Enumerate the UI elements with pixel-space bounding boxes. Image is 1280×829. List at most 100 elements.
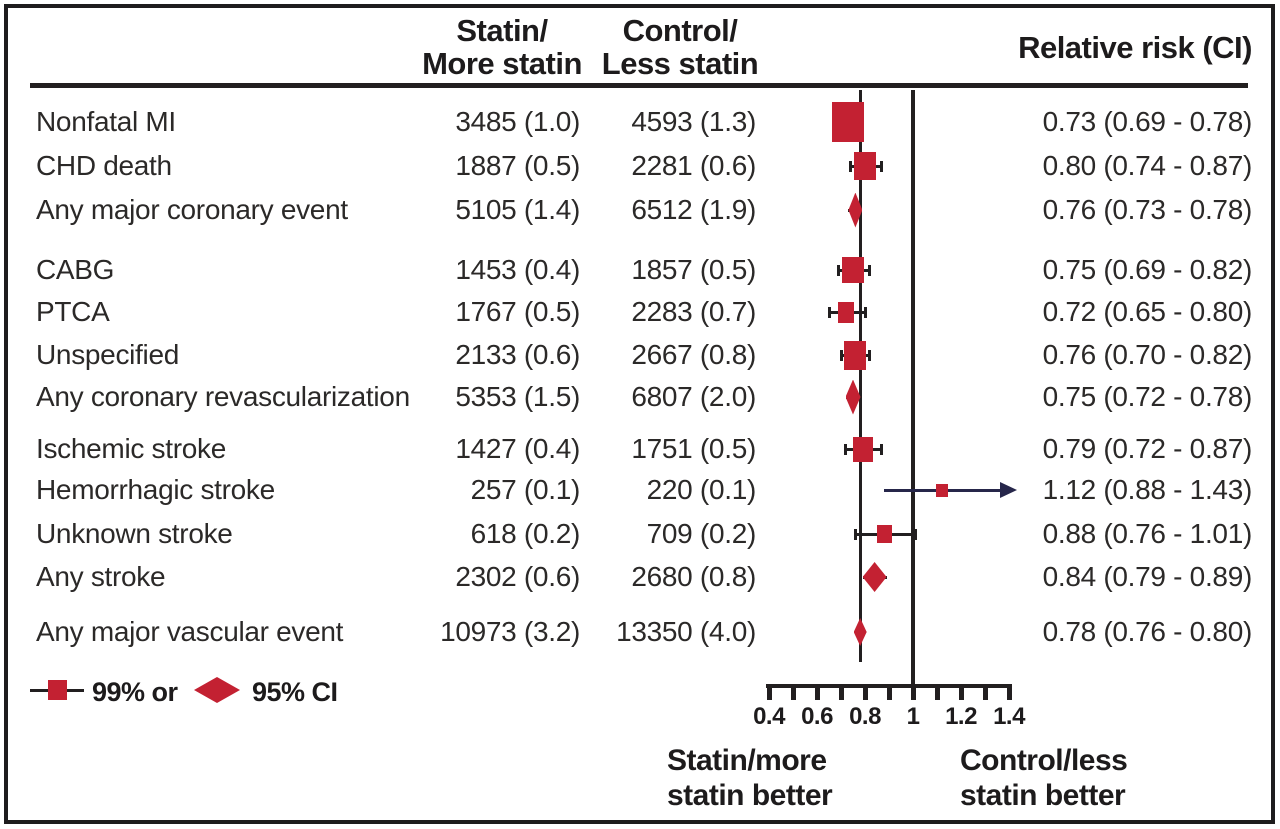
row-statin-value: 2302 (0.6) <box>455 561 580 592</box>
legend-diamond-label: 95% CI <box>252 677 338 707</box>
ci-cap-right <box>880 443 884 455</box>
row-control-value: 4593 (1.3) <box>631 106 756 137</box>
row-statin-value: 1887 (0.5) <box>455 150 580 181</box>
marker-square <box>876 525 892 543</box>
footer-right-label: Control/less statin better <box>960 743 1128 813</box>
axis-tick <box>862 687 868 700</box>
row-statin-value: 5105 (1.4) <box>455 194 580 225</box>
axis-tick-label: 0.4 <box>753 703 785 730</box>
row-statin-value: 618 (0.2) <box>470 518 581 549</box>
row-control-value: 220 (0.1) <box>646 474 757 505</box>
axis-tick <box>886 687 892 700</box>
ci-cap-right <box>880 160 884 172</box>
marker-diamond <box>853 618 867 646</box>
row-rr-value: 0.75 (0.69 - 0.82) <box>1042 254 1253 285</box>
row-statin-value: 5353 (1.5) <box>455 381 580 412</box>
ci-cap-right <box>863 306 867 318</box>
row-control-value: 13350 (4.0) <box>616 616 756 647</box>
axis-tick <box>910 687 916 700</box>
ci-cap-left <box>837 264 841 276</box>
row-rr-value: 0.72 (0.65 - 0.80) <box>1042 296 1253 327</box>
row-label: Nonfatal MI <box>36 106 176 137</box>
row-label: Any major coronary event <box>36 194 348 225</box>
row-control-value: 2667 (0.8) <box>631 339 756 370</box>
ci-cap-left <box>839 349 843 361</box>
row-label: Any coronary revascularization <box>36 381 410 412</box>
footer-right-line2: statin better <box>960 779 1126 812</box>
row-statin-value: 257 (0.1) <box>470 474 581 505</box>
row-label: CHD death <box>36 150 172 181</box>
header-rule <box>30 83 1248 88</box>
axis-tick <box>790 687 796 700</box>
axis-tick <box>838 687 844 700</box>
row-rr-value: 0.73 (0.69 - 0.78) <box>1042 106 1253 137</box>
column-header-control-line2: Less statin <box>601 46 759 81</box>
overall-effect-line <box>859 90 862 662</box>
marker-square <box>837 301 854 323</box>
legend-square-marker <box>48 680 67 700</box>
axis-tick-label: 1.2 <box>945 703 977 730</box>
x-axis-line <box>766 684 1012 688</box>
row-label: PTCA <box>36 296 110 327</box>
row-control-value: 6512 (1.9) <box>631 194 756 225</box>
row-rr-value: 0.88 (0.76 - 1.01) <box>1042 518 1253 549</box>
axis-tick <box>934 687 940 700</box>
column-header-statin-line1: Statin/ <box>456 13 548 48</box>
ci-cap-left <box>849 160 853 172</box>
axis-tick-label: 1 <box>906 703 920 730</box>
row-control-value: 1857 (0.5) <box>631 254 756 285</box>
column-header-relative-risk: Relative risk (CI) <box>1018 30 1252 65</box>
row-label: Any stroke <box>36 561 166 592</box>
axis-tick <box>766 687 772 700</box>
axis-tick-label: 0.6 <box>801 703 833 730</box>
marker-square <box>832 102 865 142</box>
footer-left-line1: Statin/more <box>667 744 827 777</box>
row-label: Unspecified <box>36 339 180 370</box>
ci-cap-left <box>844 443 848 455</box>
column-header-control-line1: Control/ <box>622 13 738 48</box>
ci-cap-right <box>868 264 872 276</box>
row-rr-value: 1.12 (0.88 - 1.43) <box>1042 474 1253 505</box>
marker-square <box>854 152 876 180</box>
marker-square <box>852 436 873 462</box>
ci-cap-left <box>853 528 857 540</box>
row-statin-value: 1767 (0.5) <box>455 296 580 327</box>
null-effect-line <box>911 90 915 688</box>
row-rr-value: 0.84 (0.79 - 0.89) <box>1042 561 1253 592</box>
row-rr-value: 0.75 (0.72 - 0.78) <box>1042 381 1253 412</box>
row-control-value: 2283 (0.7) <box>631 296 756 327</box>
row-label: CABG <box>36 254 115 285</box>
row-control-value: 709 (0.2) <box>646 518 757 549</box>
marker-diamond <box>845 379 861 415</box>
row-label: Unknown stroke <box>36 518 233 549</box>
ci-cap-right <box>868 349 872 361</box>
row-label: Ischemic stroke <box>36 433 226 464</box>
column-header-statin: Statin/ More statin <box>402 14 602 80</box>
row-rr-value: 0.78 (0.76 - 0.80) <box>1042 616 1253 647</box>
footer-left-line2: statin better <box>667 779 833 812</box>
axis-tick-label: 1.4 <box>993 703 1025 730</box>
axis-tick <box>1006 687 1012 700</box>
row-statin-value: 2133 (0.6) <box>455 339 580 370</box>
row-control-value: 2281 (0.6) <box>631 150 756 181</box>
ci-cap-left <box>827 306 831 318</box>
row-rr-value: 0.76 (0.73 - 0.78) <box>1042 194 1253 225</box>
marker-square <box>935 483 948 497</box>
row-statin-value: 1453 (0.4) <box>455 254 580 285</box>
footer-left-label: Statin/more statin better <box>667 743 833 813</box>
axis-tick-label: 0.8 <box>849 703 881 730</box>
column-header-statin-line2: More statin <box>422 46 582 81</box>
row-label: Hemorrhagic stroke <box>36 474 275 505</box>
ci-arrow-right-icon <box>1000 482 1017 498</box>
column-header-control: Control/ Less statin <box>580 14 780 80</box>
legend-square-label: 99% or <box>92 677 178 707</box>
row-label: Any major vascular event <box>36 616 344 647</box>
row-control-value: 2680 (0.8) <box>631 561 756 592</box>
row-control-value: 1751 (0.5) <box>631 433 756 464</box>
row-statin-value: 1427 (0.4) <box>455 433 580 464</box>
row-rr-value: 0.79 (0.72 - 0.87) <box>1042 433 1253 464</box>
row-control-value: 6807 (2.0) <box>631 381 756 412</box>
row-statin-value: 3485 (1.0) <box>455 106 580 137</box>
marker-square <box>844 340 867 370</box>
